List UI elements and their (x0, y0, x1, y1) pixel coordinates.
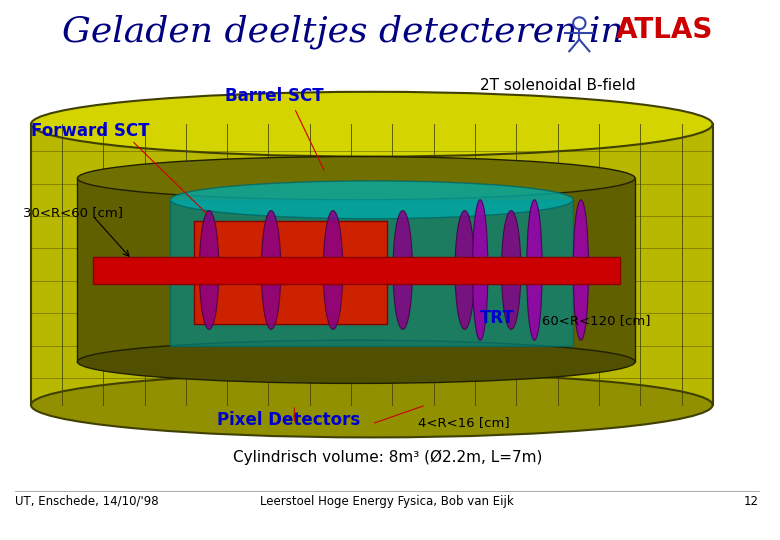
Text: 2T solenoidal B-field: 2T solenoidal B-field (480, 78, 636, 93)
Ellipse shape (502, 211, 521, 329)
Text: 12: 12 (744, 495, 759, 508)
Ellipse shape (77, 157, 635, 200)
Ellipse shape (473, 200, 488, 340)
Ellipse shape (455, 211, 474, 329)
Text: Pixel Detectors: Pixel Detectors (217, 411, 360, 429)
Ellipse shape (393, 211, 413, 329)
Ellipse shape (324, 211, 342, 329)
Text: 4<R<16 [cm]: 4<R<16 [cm] (418, 416, 510, 429)
Text: Barrel SCT: Barrel SCT (225, 87, 323, 105)
Text: Cylindrisch volume: 8m³ (Ø2.2m, L=7m): Cylindrisch volume: 8m³ (Ø2.2m, L=7m) (232, 450, 542, 465)
Text: Forward SCT: Forward SCT (31, 123, 150, 140)
Text: Geladen deeltjes detecteren in: Geladen deeltjes detecteren in (62, 14, 623, 49)
Ellipse shape (31, 373, 713, 437)
Ellipse shape (31, 92, 713, 157)
Text: ATLAS: ATLAS (615, 16, 713, 44)
Ellipse shape (200, 211, 219, 329)
Ellipse shape (170, 181, 573, 219)
Bar (31, 124, 713, 405)
Text: 60<R<120 [cm]: 60<R<120 [cm] (542, 314, 651, 327)
Ellipse shape (261, 211, 281, 329)
Bar (93, 256, 619, 284)
Ellipse shape (526, 200, 542, 340)
Bar (193, 221, 387, 324)
Text: 30<R<60 [cm]: 30<R<60 [cm] (23, 206, 123, 219)
Ellipse shape (573, 200, 589, 340)
Text: TRT: TRT (480, 309, 515, 327)
Text: Leerstoel Hoge Energy Fysica, Bob van Eijk: Leerstoel Hoge Energy Fysica, Bob van Ei… (261, 495, 514, 508)
Text: UT, Enschede, 14/10/'98: UT, Enschede, 14/10/'98 (16, 495, 159, 508)
Bar (77, 178, 635, 362)
Ellipse shape (77, 340, 635, 383)
Bar (170, 200, 573, 346)
